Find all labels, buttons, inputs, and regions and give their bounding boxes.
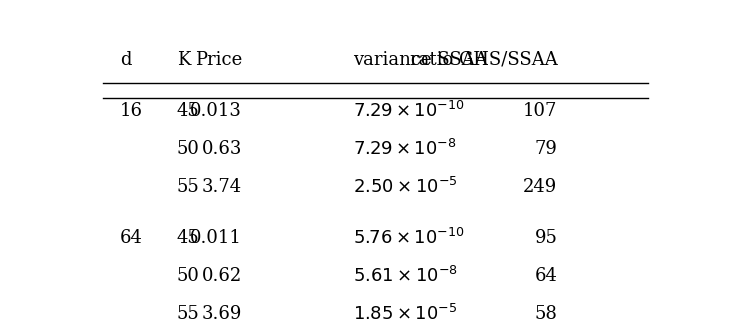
Text: 107: 107 <box>523 102 558 120</box>
Text: $7.29\times 10^{-8}$: $7.29\times 10^{-8}$ <box>353 139 457 159</box>
Text: $7.29\times 10^{-10}$: $7.29\times 10^{-10}$ <box>353 101 465 121</box>
Text: 58: 58 <box>534 305 558 323</box>
Text: 3.69: 3.69 <box>202 305 242 323</box>
Text: 50: 50 <box>177 140 199 158</box>
Text: 95: 95 <box>534 229 558 247</box>
Text: 45: 45 <box>177 229 199 247</box>
Text: Price: Price <box>195 51 242 69</box>
Text: ratio GHS/SSAA: ratio GHS/SSAA <box>410 51 558 69</box>
Text: 0.011: 0.011 <box>191 229 242 247</box>
Text: 0.62: 0.62 <box>202 267 242 285</box>
Text: $2.50\times 10^{-5}$: $2.50\times 10^{-5}$ <box>353 177 457 197</box>
Text: 64: 64 <box>120 229 143 247</box>
Text: 0.63: 0.63 <box>202 140 242 158</box>
Text: $5.61\times 10^{-8}$: $5.61\times 10^{-8}$ <box>353 266 458 286</box>
Text: 55: 55 <box>177 305 199 323</box>
Text: 45: 45 <box>177 102 199 120</box>
Text: 55: 55 <box>177 178 199 196</box>
Text: 79: 79 <box>534 140 558 158</box>
Text: K: K <box>177 51 190 69</box>
Text: $5.76\times 10^{-10}$: $5.76\times 10^{-10}$ <box>353 228 465 248</box>
Text: 249: 249 <box>523 178 558 196</box>
Text: 0.013: 0.013 <box>191 102 242 120</box>
Text: d: d <box>120 51 131 69</box>
Text: $1.85\times 10^{-5}$: $1.85\times 10^{-5}$ <box>353 304 457 324</box>
Text: 16: 16 <box>120 102 143 120</box>
Text: 50: 50 <box>177 267 199 285</box>
Text: 3.74: 3.74 <box>202 178 242 196</box>
Text: variance SSAA: variance SSAA <box>353 51 487 69</box>
Text: 64: 64 <box>534 267 558 285</box>
